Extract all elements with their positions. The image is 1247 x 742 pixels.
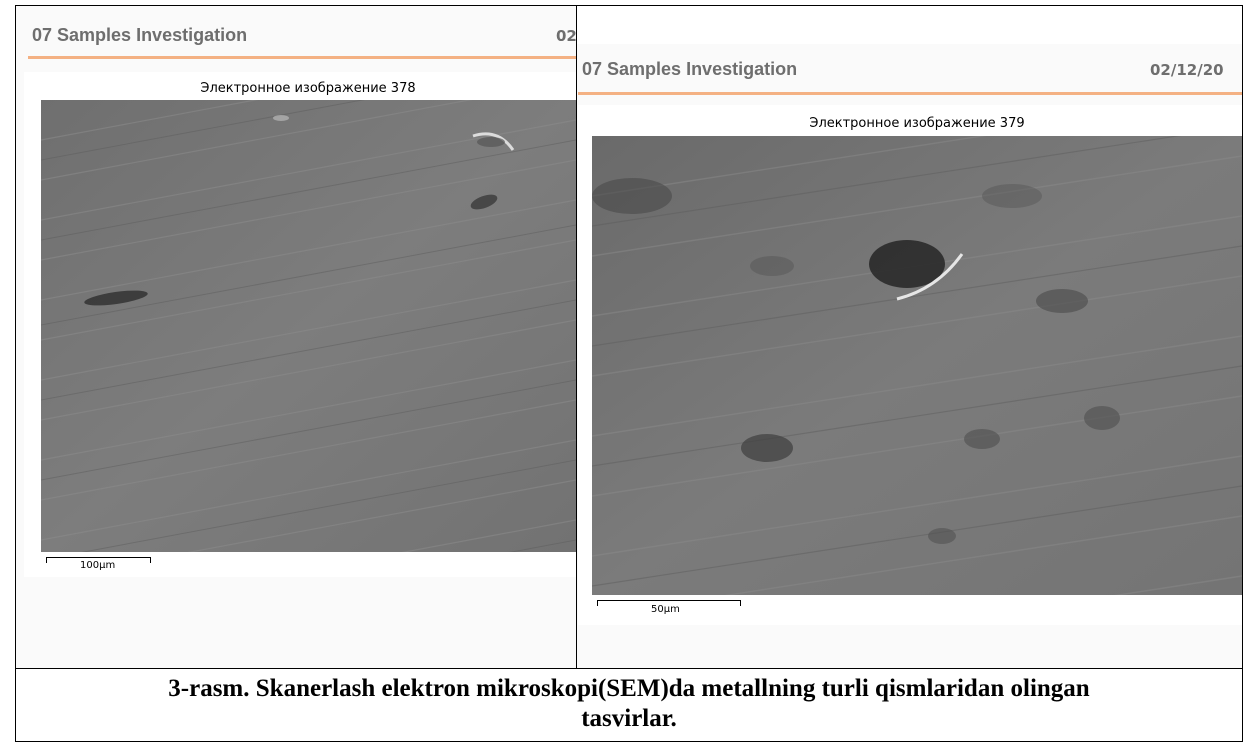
right-scale-label: 50µm — [651, 604, 680, 615]
table-row-divider — [15, 668, 1243, 669]
left-sem-image — [41, 100, 576, 552]
right-report-title: 07 Samples Investigation — [582, 59, 798, 79]
figure-caption: 3-rasm. Skanerlash elektron mikroskopi(S… — [16, 674, 1242, 734]
right-accent-line — [578, 92, 1242, 95]
figure-caption-line1: 3-rasm. Skanerlash elektron mikroskopi(S… — [168, 675, 1090, 702]
table-frame — [15, 5, 1243, 742]
left-scale-bar — [46, 557, 151, 563]
left-image-title: Электронное изображение 378 — [200, 81, 416, 96]
right-image-title: Электронное изображение 379 — [809, 116, 1025, 131]
table-column-divider — [576, 5, 577, 669]
left-accent-line — [28, 56, 576, 59]
right-report-top — [577, 6, 1242, 44]
left-scale-label: 100µm — [80, 560, 116, 571]
right-sem-image — [592, 136, 1242, 595]
right-sem-texture — [592, 136, 1242, 595]
right-report-date: 02/12/20 — [1150, 61, 1224, 79]
left-sem-texture — [41, 100, 576, 552]
right-scale-bar — [597, 600, 741, 606]
left-report-title: 07 Samples Investigation — [32, 25, 248, 45]
left-report-date: 02 — [556, 27, 577, 45]
figure-caption-line2: tasvirlar. — [581, 705, 677, 732]
